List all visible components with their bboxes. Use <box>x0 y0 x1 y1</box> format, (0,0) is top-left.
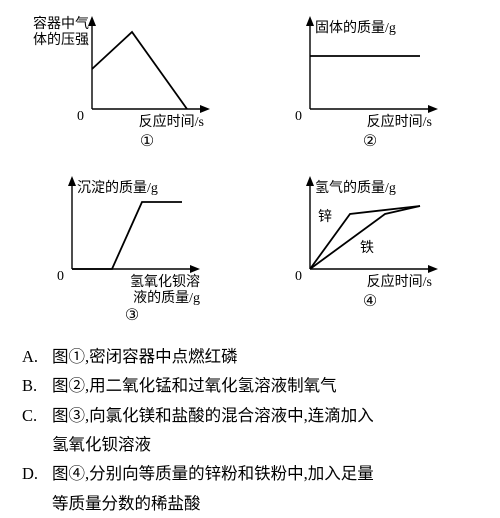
chart-2-ylabel: 固体的质量/g <box>315 20 396 36</box>
chart-4: 氢气的质量/g 锌 铁 0 反应时间/s ④ <box>260 174 478 324</box>
option-A-text: 图①,密闭容器中点燃红磷 <box>52 342 478 371</box>
option-C-letter: C. <box>22 401 52 460</box>
chart-3-svg: 沉淀的质量/g 0 氢氧化钡溶 液的质量/g ③ <box>22 174 232 324</box>
option-D-text: 图④,分别向等质量的锌粉和铁粉中,加入足量 等质量分数的稀盐酸 <box>52 459 478 518</box>
chart-2-origin: 0 <box>295 109 302 124</box>
chart-4-series2: 铁 <box>360 240 374 256</box>
option-C-text: 图③,向氯化镁和盐酸的混合溶液中,连滴加入 氢氧化钡溶液 <box>52 401 478 460</box>
chart-4-xlabel: 反应时间/s <box>367 273 432 290</box>
chart-1-svg: 容器中气 体的压强 0 反应时间/s ① <box>22 14 232 164</box>
option-D-text-l1: 图④,分别向等质量的锌粉和铁粉中,加入足量 <box>52 464 374 483</box>
chart-1-number: ① <box>140 133 154 150</box>
options-list: A. 图①,密闭容器中点燃红磷 B. 图②,用二氧化锰和过氧化氢溶液制氧气 C.… <box>22 342 478 518</box>
chart-4-number: ④ <box>363 293 377 310</box>
chart-3-xlabel-l1: 氢氧化钡溶 <box>130 274 200 290</box>
option-C: C. 图③,向氯化镁和盐酸的混合溶液中,连滴加入 氢氧化钡溶液 <box>22 401 478 460</box>
option-D-letter: D. <box>22 459 52 518</box>
option-A: A. 图①,密闭容器中点燃红磷 <box>22 342 478 371</box>
option-B-letter: B. <box>22 371 52 400</box>
chart-3-origin: 0 <box>57 269 64 284</box>
chart-1-ylabel-l1: 容器中气 <box>33 15 89 32</box>
option-C-text-l2: 氢氧化钡溶液 <box>52 435 151 454</box>
option-D: D. 图④,分别向等质量的锌粉和铁粉中,加入足量 等质量分数的稀盐酸 <box>22 459 478 518</box>
chart-1-ylabel-l2: 体的压强 <box>33 32 89 48</box>
chart-1: 容器中气 体的压强 0 反应时间/s ① <box>22 14 240 164</box>
option-B-text: 图②,用二氧化锰和过氧化氢溶液制氧气 <box>52 371 478 400</box>
chart-1-origin: 0 <box>77 109 84 124</box>
chart-4-svg: 氢气的质量/g 锌 铁 0 反应时间/s ④ <box>260 174 470 324</box>
option-A-letter: A. <box>22 342 52 371</box>
chart-1-xlabel: 反应时间/s <box>139 113 204 130</box>
chart-3-ylabel: 沉淀的质量/g <box>77 180 158 196</box>
chart-2-number: ② <box>363 133 377 150</box>
chart-2-xlabel: 反应时间/s <box>367 113 432 130</box>
chart-3: 沉淀的质量/g 0 氢氧化钡溶 液的质量/g ③ <box>22 174 240 324</box>
charts-grid: 容器中气 体的压强 0 反应时间/s ① 固体的质量/g 0 反应时间/s ② <box>22 14 478 324</box>
chart-3-number: ③ <box>125 307 139 324</box>
option-B: B. 图②,用二氧化锰和过氧化氢溶液制氧气 <box>22 371 478 400</box>
chart-4-ylabel: 氢气的质量/g <box>315 180 396 196</box>
option-D-text-l2: 等质量分数的稀盐酸 <box>52 494 201 513</box>
option-C-text-l1: 图③,向氯化镁和盐酸的混合溶液中,连滴加入 <box>52 406 374 425</box>
chart-2-svg: 固体的质量/g 0 反应时间/s ② <box>260 14 470 164</box>
chart-3-xlabel-l2: 液的质量/g <box>133 290 200 306</box>
chart-4-origin: 0 <box>295 269 302 284</box>
chart-4-series1: 锌 <box>318 209 332 225</box>
chart-2: 固体的质量/g 0 反应时间/s ② <box>260 14 478 164</box>
